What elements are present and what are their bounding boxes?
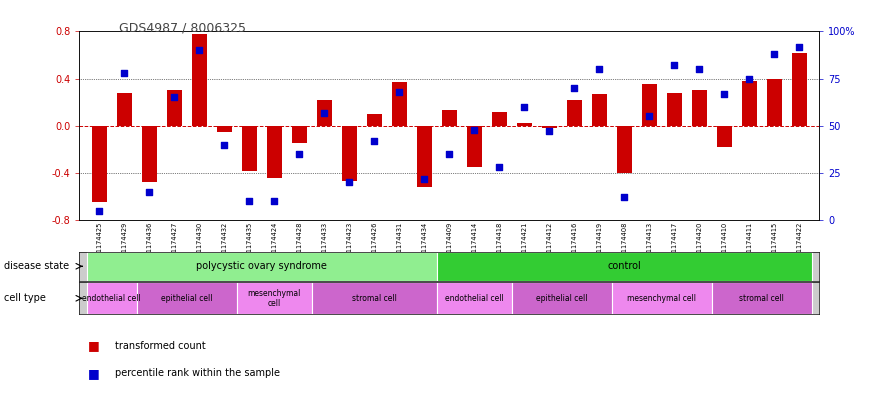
- Point: [743, 75, 757, 82]
- Bar: [167, 90, 181, 126]
- Text: percentile rank within the sample: percentile rank within the sample: [115, 368, 279, 378]
- Point: [442, 151, 456, 157]
- Bar: [717, 126, 732, 147]
- Point: [717, 90, 731, 97]
- Text: epithelial cell: epithelial cell: [536, 294, 588, 303]
- Bar: [241, 126, 256, 171]
- Point: [267, 198, 281, 204]
- Bar: [342, 126, 357, 181]
- Bar: [566, 100, 581, 126]
- Bar: [592, 94, 607, 126]
- Bar: [517, 123, 532, 126]
- Bar: [742, 81, 757, 126]
- Text: polycystic ovary syndrome: polycystic ovary syndrome: [196, 261, 327, 271]
- Point: [392, 89, 406, 95]
- Text: cell type: cell type: [4, 293, 47, 303]
- Point: [367, 138, 381, 144]
- Bar: [192, 34, 207, 126]
- Bar: [87, 282, 137, 314]
- Bar: [366, 114, 381, 126]
- Bar: [467, 126, 482, 167]
- Bar: [792, 53, 807, 126]
- Bar: [512, 282, 611, 314]
- Point: [117, 70, 131, 76]
- Bar: [766, 79, 781, 126]
- Bar: [142, 126, 157, 182]
- Bar: [642, 84, 657, 126]
- Bar: [667, 93, 682, 126]
- Text: endothelial cell: endothelial cell: [445, 294, 504, 303]
- Point: [93, 208, 107, 214]
- Bar: [117, 93, 132, 126]
- Text: mesenchymal cell: mesenchymal cell: [627, 294, 696, 303]
- Point: [792, 43, 806, 50]
- Point: [492, 164, 507, 171]
- Bar: [312, 282, 437, 314]
- Bar: [437, 252, 811, 281]
- Bar: [611, 282, 712, 314]
- Bar: [392, 82, 407, 126]
- Bar: [267, 126, 282, 178]
- Bar: [137, 282, 237, 314]
- Text: stromal cell: stromal cell: [352, 294, 396, 303]
- Bar: [237, 282, 312, 314]
- Point: [418, 175, 432, 182]
- Text: transformed count: transformed count: [115, 341, 205, 351]
- Point: [192, 47, 206, 53]
- Bar: [492, 112, 507, 126]
- Point: [642, 113, 656, 119]
- Point: [567, 85, 581, 91]
- Bar: [712, 282, 811, 314]
- Point: [543, 128, 557, 134]
- Text: control: control: [607, 261, 641, 271]
- Point: [167, 94, 181, 101]
- Text: ■: ■: [88, 367, 100, 380]
- Point: [317, 109, 331, 116]
- Point: [292, 151, 307, 157]
- Bar: [317, 100, 332, 126]
- Text: ■: ■: [88, 339, 100, 353]
- Bar: [417, 126, 432, 187]
- Bar: [437, 282, 512, 314]
- Bar: [217, 126, 232, 132]
- Bar: [292, 126, 307, 143]
- Point: [692, 66, 707, 72]
- Point: [618, 194, 632, 200]
- Text: mesenchymal
cell: mesenchymal cell: [248, 288, 301, 308]
- Text: GDS4987 / 8006325: GDS4987 / 8006325: [119, 22, 246, 35]
- Bar: [542, 126, 557, 128]
- Bar: [441, 110, 457, 126]
- Bar: [692, 90, 707, 126]
- Point: [767, 51, 781, 57]
- Text: stromal cell: stromal cell: [739, 294, 784, 303]
- Bar: [617, 126, 632, 173]
- Text: disease state: disease state: [4, 261, 70, 271]
- Bar: [87, 252, 437, 281]
- Text: endothelial cell: endothelial cell: [83, 294, 141, 303]
- Point: [592, 66, 606, 72]
- Point: [517, 104, 531, 110]
- Point: [242, 198, 256, 204]
- Point: [467, 127, 481, 133]
- Point: [667, 62, 681, 68]
- Bar: [92, 126, 107, 202]
- Point: [342, 179, 356, 185]
- Point: [142, 189, 156, 195]
- Point: [218, 141, 232, 148]
- Text: epithelial cell: epithelial cell: [161, 294, 212, 303]
